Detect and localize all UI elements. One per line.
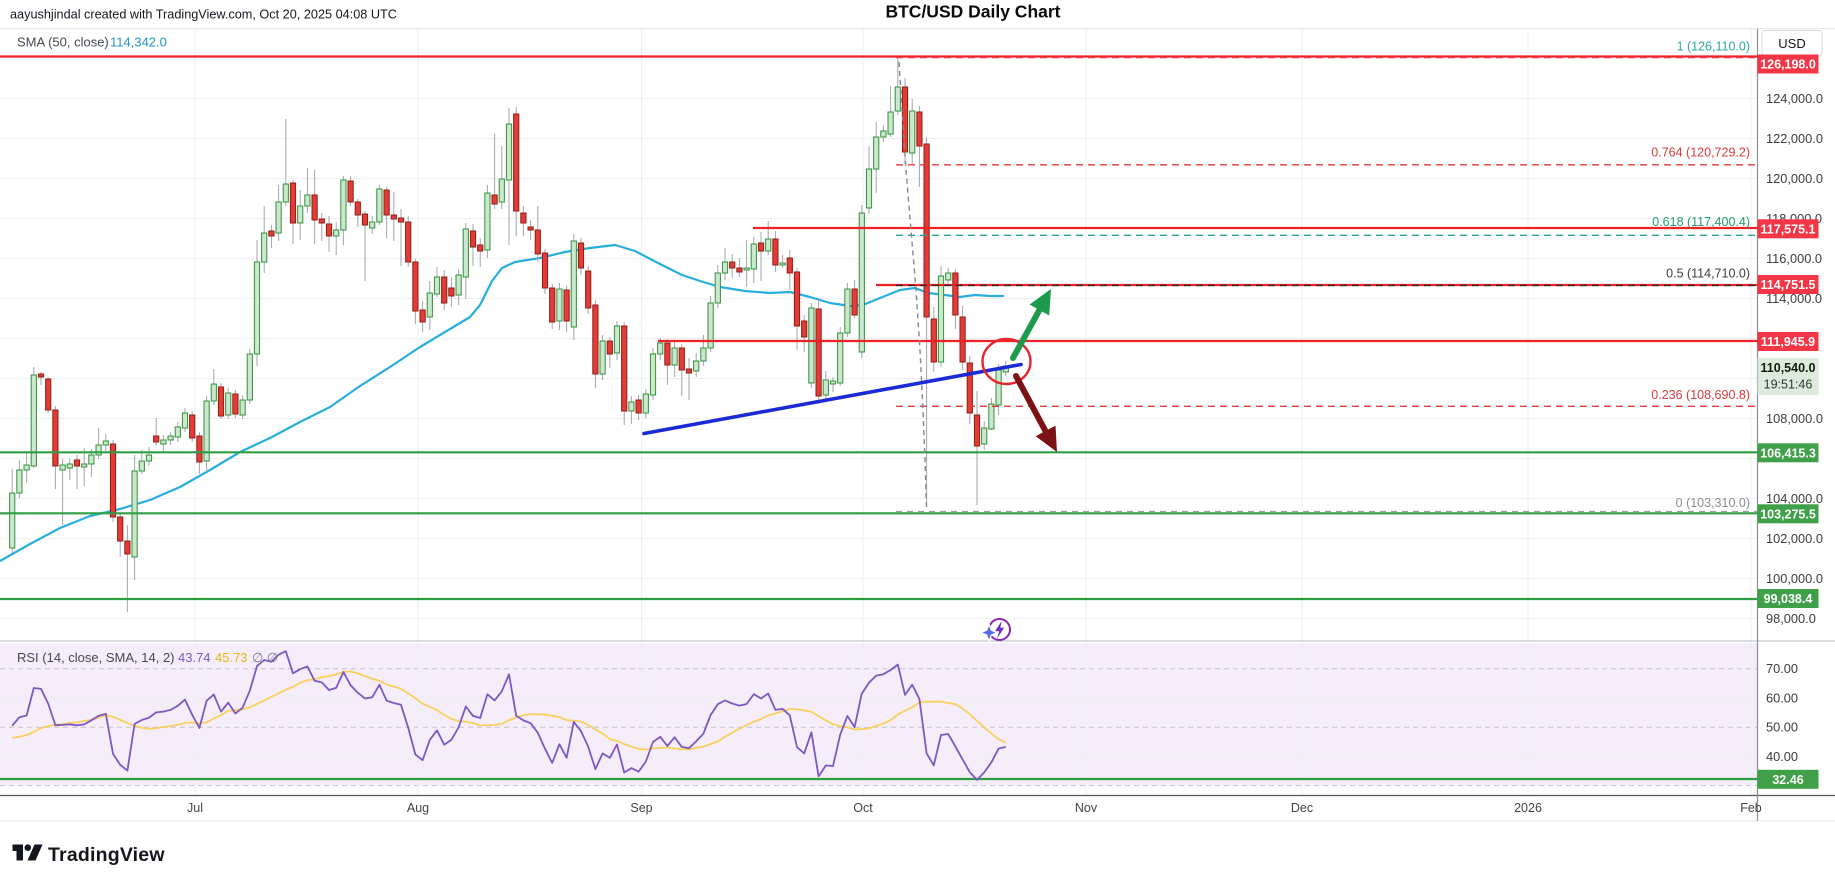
svg-text:124,000.0: 124,000.0 [1766,91,1823,106]
svg-text:BTC/USD Daily Chart: BTC/USD Daily Chart [885,2,1060,22]
svg-text:RSI (14, close, SMA, 14, 2): RSI (14, close, SMA, 14, 2) [17,650,175,665]
svg-text:99,038.4: 99,038.4 [1764,592,1813,606]
svg-text:106,415.3: 106,415.3 [1760,446,1816,460]
svg-text:120,000.0: 120,000.0 [1766,171,1823,186]
svg-text:0 (103,310.0): 0 (103,310.0) [1676,496,1750,510]
svg-text:122,000.0: 122,000.0 [1766,131,1823,146]
svg-text:40.00: 40.00 [1766,749,1798,764]
svg-text:Aug: Aug [407,801,429,815]
svg-text:19:51:46: 19:51:46 [1764,378,1813,392]
svg-text:Dec: Dec [1291,801,1313,815]
svg-text:32.46: 32.46 [1772,773,1803,787]
svg-text:0.764 (120,729.2): 0.764 (120,729.2) [1651,146,1750,160]
svg-text:1 (126,110.0): 1 (126,110.0) [1677,40,1750,54]
svg-text:Oct: Oct [853,801,873,815]
svg-text:43.74: 43.74 [178,650,211,665]
svg-text:Feb: Feb [1740,801,1762,815]
svg-text:98,000.0: 98,000.0 [1766,611,1816,626]
svg-text:USD: USD [1778,36,1805,51]
svg-text:116,000.0: 116,000.0 [1766,251,1822,266]
svg-text:102,000.0: 102,000.0 [1766,531,1823,546]
svg-text:50.00: 50.00 [1766,720,1798,735]
svg-text:Sep: Sep [630,801,652,815]
svg-text:110,540.0: 110,540.0 [1761,361,1816,375]
svg-text:100,000.0: 100,000.0 [1766,571,1823,586]
svg-text:45.73: 45.73 [215,650,248,665]
svg-text:aayushjindal created with Trad: aayushjindal created with TradingView.co… [10,8,397,22]
svg-text:117,575.1: 117,575.1 [1761,222,1816,236]
svg-text:126,198.0: 126,198.0 [1760,58,1816,72]
svg-text:114,342.0: 114,342.0 [110,35,167,50]
svg-text:108,000.0: 108,000.0 [1766,411,1823,426]
svg-text:Jul: Jul [187,801,203,815]
svg-text:114,000.0: 114,000.0 [1766,291,1822,306]
svg-text:2026: 2026 [1514,801,1542,815]
svg-text:0.236 (108,690.8): 0.236 (108,690.8) [1651,388,1750,402]
svg-text:111,945.9: 111,945.9 [1761,335,1815,349]
svg-text:70.00: 70.00 [1766,661,1798,676]
svg-text:114,751.5: 114,751.5 [1761,278,1816,292]
svg-text:103,275.5: 103,275.5 [1760,507,1816,521]
svg-text:104,000.0: 104,000.0 [1766,491,1823,506]
svg-text:∅ ∅: ∅ ∅ [252,650,278,665]
svg-text:Nov: Nov [1075,801,1098,815]
svg-text:SMA (50, close): SMA (50, close) [17,35,109,50]
svg-text:60.00: 60.00 [1766,690,1798,705]
svg-text:TradingView: TradingView [48,844,165,866]
svg-text:0.618 (117,400.4): 0.618 (117,400.4) [1652,215,1750,229]
svg-text:0.5 (114,710.0): 0.5 (114,710.0) [1666,267,1750,281]
